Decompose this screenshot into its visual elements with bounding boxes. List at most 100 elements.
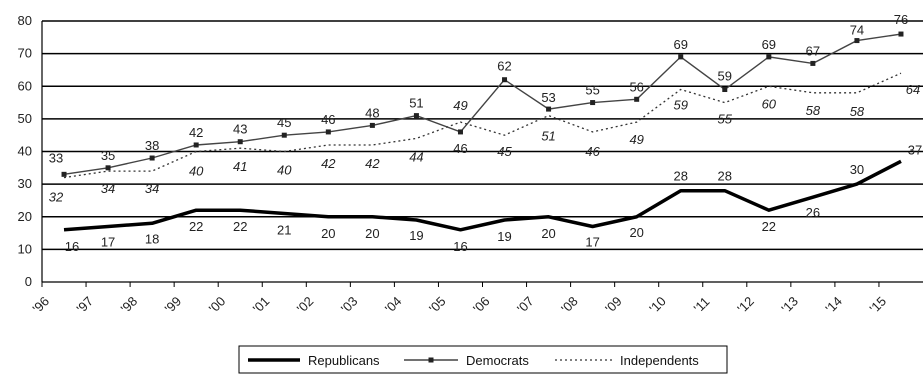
data-label-democrats: 42 bbox=[189, 125, 203, 140]
point-democrats bbox=[678, 54, 684, 60]
legend-box bbox=[238, 345, 728, 374]
data-label-independents: 42 bbox=[321, 156, 336, 171]
data-label-democrats: 33 bbox=[49, 150, 63, 165]
x-tick-label: '06 bbox=[470, 294, 493, 317]
data-label-independents: 58 bbox=[806, 103, 821, 118]
data-label-democrats: 62 bbox=[497, 59, 511, 74]
data-label-democrats: 59 bbox=[718, 69, 732, 84]
data-label-democrats: 48 bbox=[365, 105, 379, 120]
data-label-democrats: 46 bbox=[321, 112, 335, 127]
point-democrats bbox=[590, 100, 596, 106]
y-tick-label: 20 bbox=[18, 209, 32, 224]
y-tick-labels: 0 10 20 30 40 50 60 70 80 bbox=[18, 13, 32, 289]
series-line-democrats bbox=[63, 33, 902, 175]
point-democrats bbox=[325, 129, 331, 135]
data-label-republicans: 18 bbox=[145, 231, 159, 246]
data-label-republicans: 16 bbox=[65, 239, 79, 254]
x-tick-label: '05 bbox=[426, 294, 449, 317]
x-tick-label: '12 bbox=[734, 294, 757, 317]
data-label-independents: 46 bbox=[585, 144, 600, 159]
point-democrats bbox=[237, 139, 243, 145]
axes bbox=[41, 21, 923, 287]
y-tick-label: 50 bbox=[18, 111, 32, 126]
data-label-independents: 41 bbox=[233, 159, 247, 174]
y-tick-label: 10 bbox=[18, 241, 32, 256]
data-label-independents: 34 bbox=[101, 181, 115, 196]
x-tick-label: '98 bbox=[118, 294, 141, 317]
y-tick-label: 0 bbox=[25, 274, 32, 289]
point-democrats bbox=[898, 31, 904, 37]
x-tick-label: '00 bbox=[206, 294, 229, 317]
data-label-democrats: 67 bbox=[806, 43, 820, 58]
x-tick-label: '01 bbox=[250, 294, 273, 317]
legend-label-independents: Independents bbox=[620, 353, 699, 368]
point-democrats bbox=[413, 113, 419, 119]
data-label-republicans: 20 bbox=[321, 226, 335, 241]
data-label-democrats: 53 bbox=[541, 90, 555, 105]
data-label-independents: 32 bbox=[49, 190, 64, 205]
data-label-democrats: 38 bbox=[145, 138, 159, 153]
point-democrats bbox=[281, 132, 287, 138]
data-label-republicans: 22 bbox=[233, 219, 247, 234]
legend: Republicans Democrats Independents bbox=[238, 345, 728, 374]
x-tick-label: '10 bbox=[646, 294, 669, 317]
data-label-republicans: 22 bbox=[189, 219, 203, 234]
x-tick-label: '97 bbox=[74, 294, 97, 317]
point-democrats bbox=[105, 165, 111, 171]
data-label-republicans: 19 bbox=[409, 228, 423, 243]
x-tick-label: '08 bbox=[558, 294, 581, 317]
data-label-independents: 51 bbox=[541, 129, 555, 144]
data-label-independents: 45 bbox=[497, 144, 512, 159]
x-tick-label: '99 bbox=[162, 294, 185, 317]
x-tick-label: '04 bbox=[382, 294, 405, 317]
data-label-independents: 40 bbox=[277, 163, 292, 178]
data-label-democrats: 69 bbox=[762, 37, 776, 52]
x-tick-label: '14 bbox=[822, 294, 845, 317]
point-democrats bbox=[546, 106, 552, 112]
data-label-democrats: 43 bbox=[233, 122, 247, 137]
x-tick-label: '07 bbox=[514, 294, 537, 317]
data-label-democrats: 51 bbox=[409, 96, 423, 111]
data-label-republicans: 28 bbox=[718, 169, 732, 184]
data-label-republicans: 20 bbox=[365, 226, 379, 241]
data-labels: 16 17 18 22 22 21 20 20 19 16 19 20 17 20 28 28 22 26 30 37… bbox=[49, 12, 922, 254]
point-democrats bbox=[149, 155, 155, 161]
y-tick-label: 60 bbox=[18, 78, 32, 93]
y-tick-label: 30 bbox=[18, 176, 32, 191]
data-label-democrats: 46 bbox=[453, 141, 467, 156]
data-label-republicans: 17 bbox=[101, 235, 115, 250]
legend-marker-democrats bbox=[428, 357, 434, 363]
data-label-democrats: 55 bbox=[585, 83, 599, 98]
series-line-independents bbox=[63, 72, 902, 179]
point-democrats bbox=[193, 142, 199, 148]
data-label-independents: 49 bbox=[453, 98, 467, 113]
legend-label-republicans: Republicans bbox=[308, 353, 380, 368]
point-democrats bbox=[502, 77, 508, 83]
x-tick-label: '03 bbox=[338, 294, 361, 317]
data-label-republicans: 19 bbox=[497, 229, 511, 244]
point-democrats bbox=[61, 171, 67, 177]
data-label-republicans: 26 bbox=[806, 205, 820, 220]
y-tick-label: 40 bbox=[18, 144, 32, 159]
point-democrats bbox=[369, 122, 375, 128]
data-label-republicans: 16 bbox=[453, 239, 467, 254]
x-tick-label: '13 bbox=[778, 294, 801, 317]
data-label-independents: 59 bbox=[673, 98, 687, 113]
data-label-republicans: 30 bbox=[850, 162, 864, 177]
data-label-independents: 64 bbox=[906, 82, 920, 97]
y-tick-label: 80 bbox=[18, 13, 32, 28]
x-tick-label: '09 bbox=[602, 294, 625, 317]
x-tick-label: '11 bbox=[691, 294, 713, 316]
data-label-republicans: 20 bbox=[541, 226, 555, 241]
point-democrats bbox=[634, 96, 640, 102]
point-democrats bbox=[457, 129, 463, 135]
data-label-independents: 42 bbox=[365, 156, 380, 171]
x-tick-label: '15 bbox=[866, 294, 889, 317]
legend-label-democrats: Democrats bbox=[466, 353, 529, 368]
data-label-republicans: 37 bbox=[908, 142, 922, 157]
y-tick-label: 70 bbox=[18, 46, 32, 61]
data-label-democrats: 35 bbox=[101, 148, 115, 163]
data-label-democrats: 76 bbox=[894, 12, 908, 27]
data-label-democrats: 45 bbox=[277, 115, 291, 130]
